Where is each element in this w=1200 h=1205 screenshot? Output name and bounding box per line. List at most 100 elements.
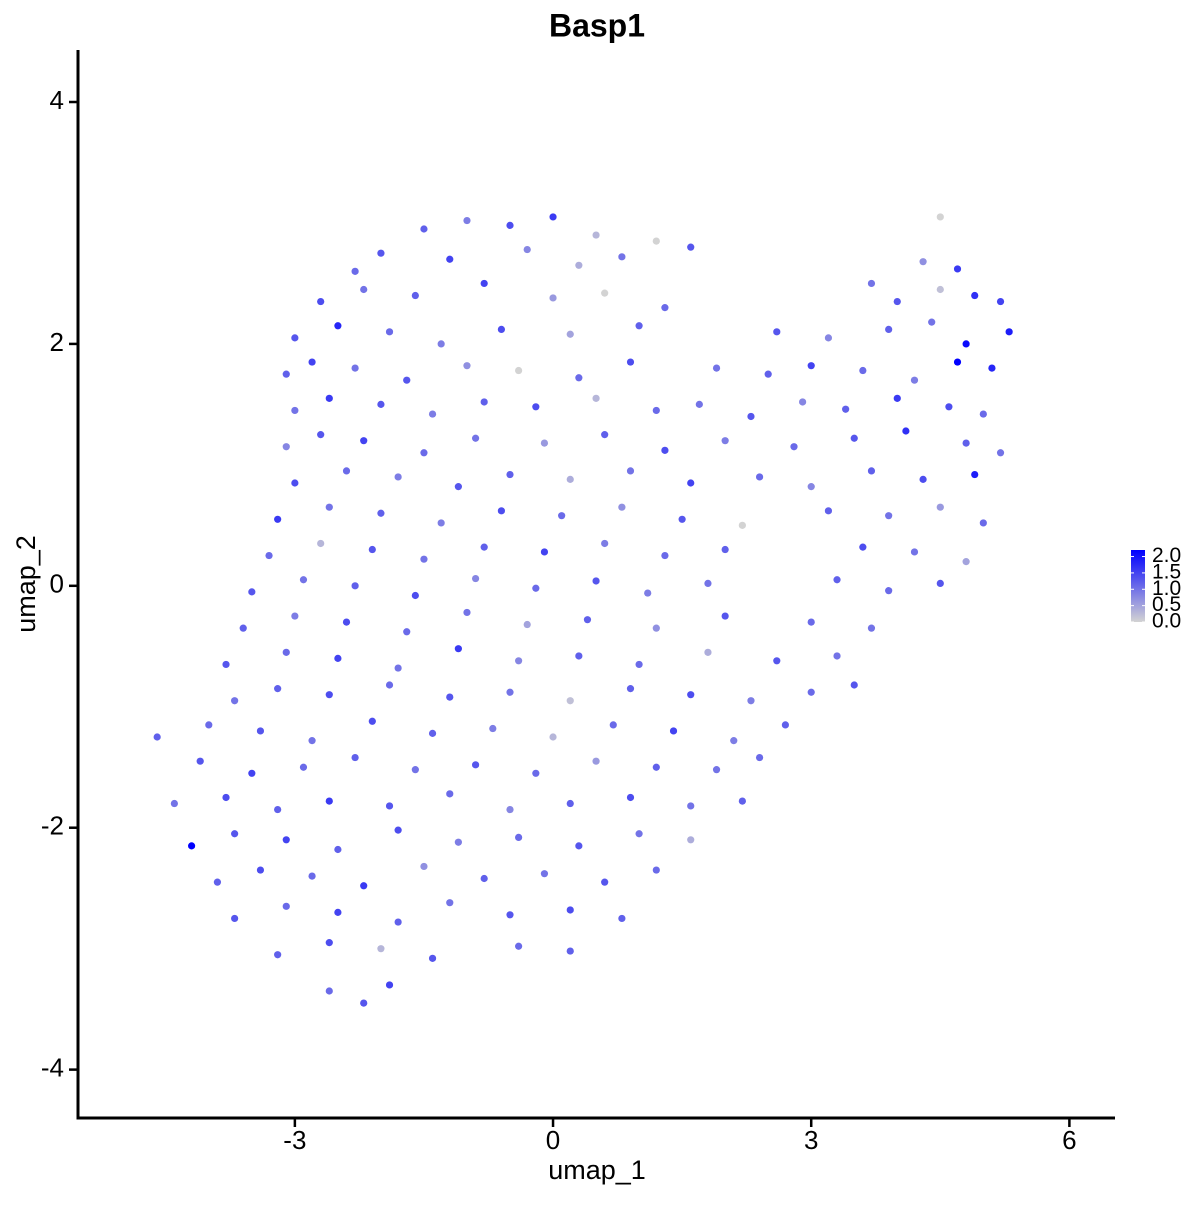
data-point	[308, 737, 316, 745]
data-point	[919, 475, 927, 483]
data-point	[885, 512, 893, 520]
data-point	[1005, 328, 1013, 336]
data-point	[592, 577, 600, 585]
data-point	[678, 515, 686, 523]
colorbar-tick-label: 1.5	[1152, 560, 1181, 583]
data-point	[497, 507, 506, 515]
data-point	[661, 304, 669, 312]
data-point	[428, 954, 437, 962]
data-point	[428, 410, 437, 418]
data-point	[945, 403, 953, 411]
data-point	[325, 797, 333, 805]
data-point	[549, 294, 557, 302]
data-point	[385, 802, 394, 810]
y-tick-label: -2	[41, 811, 64, 841]
data-point	[601, 289, 609, 297]
data-point	[738, 521, 746, 529]
data-point	[575, 652, 583, 660]
data-point	[807, 688, 815, 696]
data-point	[850, 681, 858, 689]
data-point	[325, 394, 333, 402]
data-point	[420, 225, 428, 233]
data-point	[299, 763, 308, 771]
data-point	[859, 543, 867, 551]
x-tick-label: 3	[804, 1125, 818, 1155]
data-point	[635, 322, 643, 330]
data-point	[695, 400, 703, 408]
data-point	[463, 362, 471, 370]
colorbar-tick-label: 0.5	[1152, 593, 1181, 616]
data-point	[566, 697, 574, 705]
data-point	[411, 591, 419, 600]
data-point	[351, 582, 359, 590]
data-point	[928, 318, 936, 326]
data-point	[566, 330, 574, 338]
data-point	[274, 951, 282, 959]
x-tick-label: -3	[283, 1125, 306, 1155]
data-point	[428, 729, 437, 737]
data-point	[506, 805, 514, 814]
data-point	[988, 364, 996, 372]
data-point	[773, 328, 781, 336]
data-point	[824, 507, 833, 515]
data-point	[996, 449, 1005, 457]
data-point	[274, 515, 282, 523]
data-point	[652, 406, 660, 415]
data-point	[661, 551, 669, 560]
data-point	[755, 753, 764, 762]
chart-title: Basp1	[549, 7, 645, 43]
data-point	[669, 727, 678, 735]
data-point	[807, 483, 815, 491]
data-point	[712, 766, 721, 774]
data-point	[394, 473, 402, 481]
data-point	[515, 942, 523, 950]
data-point	[799, 398, 807, 406]
data-point	[936, 503, 944, 511]
data-point	[971, 291, 979, 300]
data-point	[687, 243, 695, 251]
colorbar-tick-label: 1.0	[1152, 577, 1181, 600]
data-point	[867, 467, 876, 475]
data-point	[377, 509, 385, 517]
data-point	[635, 830, 643, 838]
data-point	[626, 793, 635, 802]
data-point	[592, 394, 600, 402]
data-point	[558, 512, 566, 520]
data-point	[747, 412, 755, 421]
data-point	[351, 364, 359, 372]
data-point	[385, 681, 394, 689]
data-point	[446, 899, 454, 907]
data-point	[523, 245, 531, 254]
data-point	[893, 297, 901, 306]
data-point	[187, 842, 196, 850]
data-point	[489, 724, 497, 733]
data-point	[523, 620, 531, 629]
data-point	[274, 805, 282, 814]
data-point	[652, 624, 660, 632]
data-point	[575, 842, 583, 850]
data-point	[652, 237, 660, 245]
data-point	[360, 437, 368, 445]
data-point	[687, 479, 695, 487]
data-point	[480, 279, 488, 288]
data-point	[497, 325, 506, 333]
data-point	[291, 479, 299, 487]
data-point	[385, 981, 394, 989]
data-point	[936, 285, 944, 294]
data-point	[222, 793, 230, 802]
data-point	[265, 551, 273, 560]
data-point	[601, 878, 609, 886]
data-point	[411, 291, 419, 300]
data-point	[394, 918, 402, 926]
data-point	[540, 548, 549, 556]
data-point	[385, 328, 394, 336]
data-point	[532, 769, 540, 777]
data-point	[299, 576, 308, 584]
data-point	[420, 449, 428, 457]
data-point	[282, 648, 290, 656]
data-point	[368, 717, 376, 725]
x-axis-label: umap_1	[548, 1155, 646, 1185]
data-point	[377, 400, 385, 408]
data-point	[291, 612, 299, 620]
data-point	[549, 733, 557, 741]
